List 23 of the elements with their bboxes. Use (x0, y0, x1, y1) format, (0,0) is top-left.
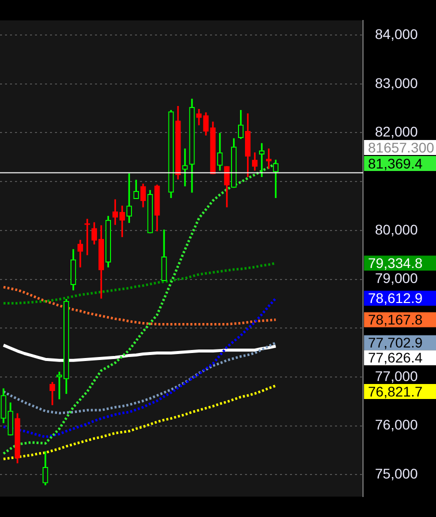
line-series (2, 286, 277, 326)
text: 78,167.8 (368, 312, 423, 328)
text: 77,626.4 (368, 350, 423, 366)
line-series (2, 162, 277, 455)
candlestick (182, 148, 188, 186)
y-tick-label: 83,000 (375, 74, 418, 91)
y-tick-label: 76,000 (375, 416, 418, 433)
y-tick-label: 80,000 (375, 221, 418, 238)
text: 81,369.4 (368, 155, 423, 172)
y-tick-label: 84,000 (375, 26, 418, 42)
y-tick-label: 82,000 (375, 124, 418, 140)
line-series (2, 342, 277, 414)
line-series (2, 297, 277, 438)
y-tick-label: 77,000 (375, 368, 418, 384)
line-series (2, 262, 277, 304)
text: 77,702.9 (368, 334, 423, 351)
text: 76,821.7 (368, 383, 423, 400)
text: 78,612.9 (368, 290, 423, 306)
text: 79,334.8 (368, 255, 423, 271)
text: 81657.300 (368, 139, 434, 156)
y-tick-label: 79,000 (375, 270, 418, 286)
y-tick-label: 75,000 (375, 465, 418, 482)
line-series (2, 384, 277, 460)
